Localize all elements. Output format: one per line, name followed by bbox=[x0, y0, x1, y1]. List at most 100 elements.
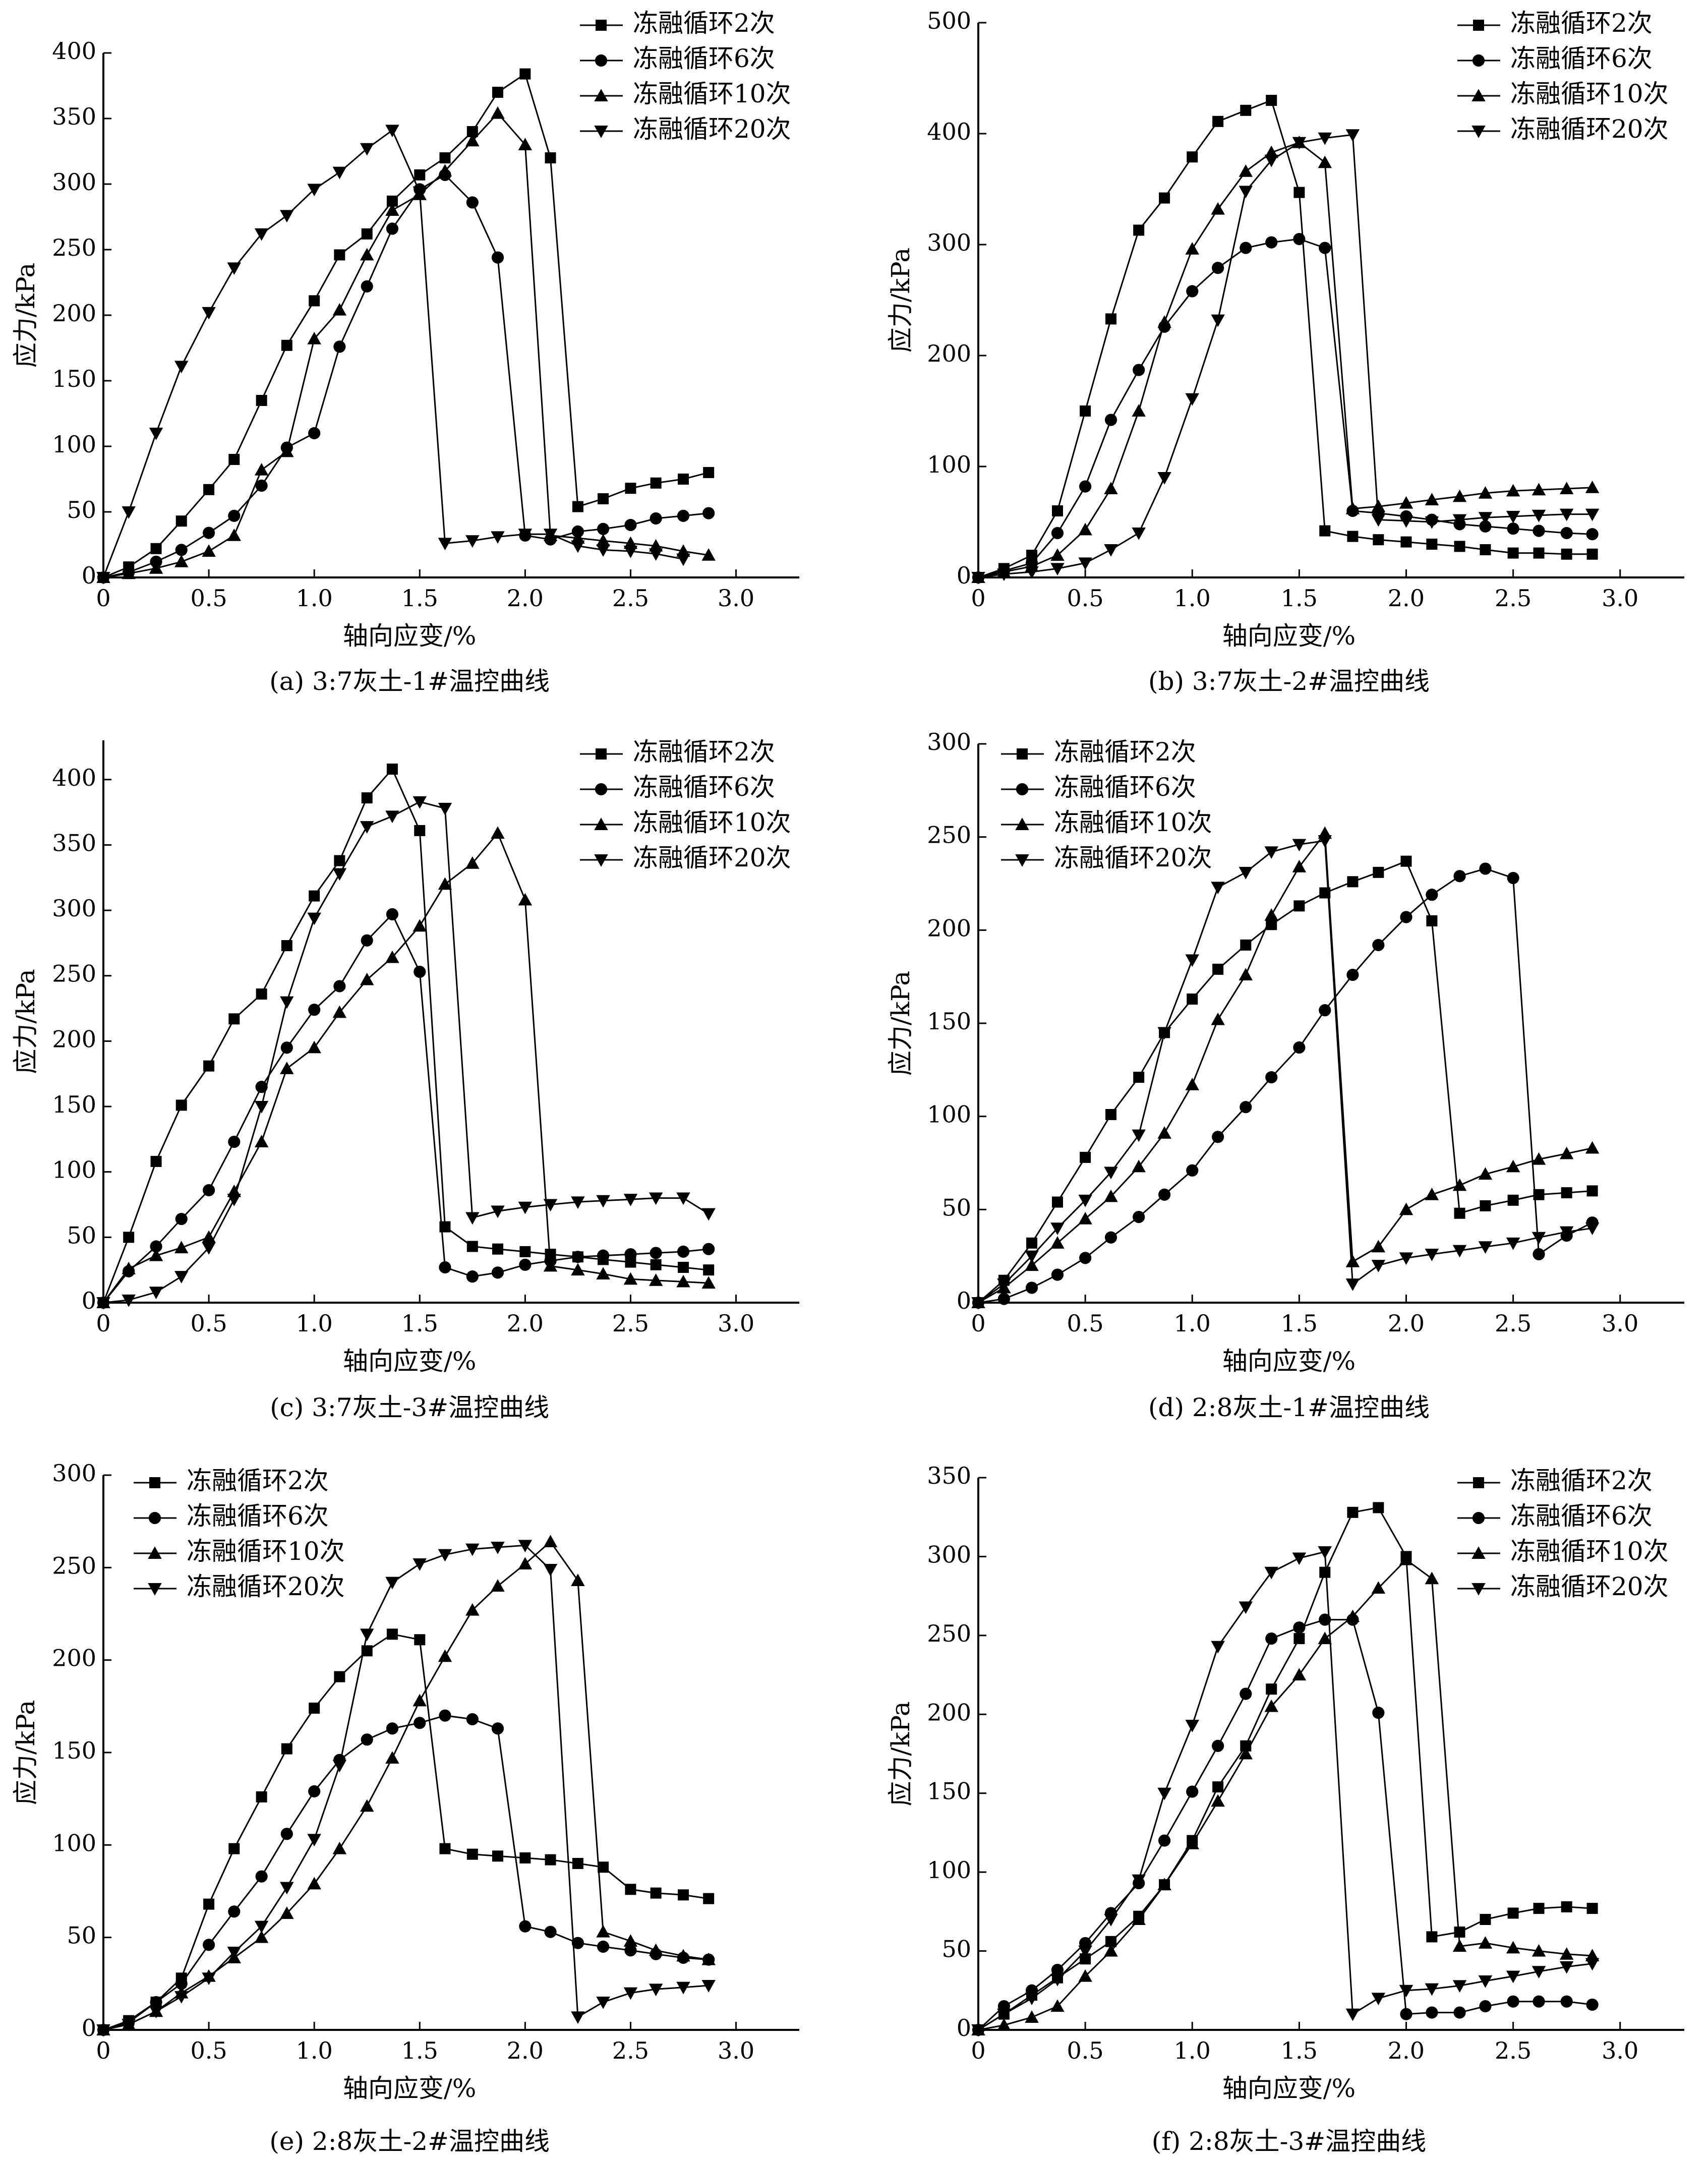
y-tick-label: 0 bbox=[957, 2014, 971, 2041]
data-point bbox=[228, 509, 241, 522]
data-point bbox=[491, 106, 505, 119]
x-tick-label: 2.0 bbox=[507, 585, 544, 612]
data-point bbox=[96, 1297, 110, 1310]
data-point bbox=[1212, 115, 1224, 127]
data-point bbox=[1185, 1078, 1199, 1090]
data-point bbox=[1240, 1687, 1252, 1700]
data-point bbox=[150, 1996, 162, 2009]
data-point bbox=[149, 428, 163, 440]
data-point bbox=[1425, 1188, 1439, 1200]
data-point bbox=[1078, 557, 1092, 570]
data-point bbox=[466, 1270, 479, 1283]
data-point bbox=[1373, 866, 1384, 878]
data-point bbox=[1400, 855, 1412, 867]
data-point bbox=[1586, 1998, 1599, 2011]
data-point bbox=[1478, 512, 1493, 524]
data-point bbox=[414, 1634, 426, 1646]
legend-marker bbox=[149, 1477, 160, 1488]
data-point bbox=[1507, 1907, 1519, 1919]
data-point bbox=[202, 1972, 216, 1986]
series-4 bbox=[96, 125, 690, 585]
data-point bbox=[1133, 1072, 1145, 1083]
data-point bbox=[256, 395, 267, 406]
data-point bbox=[254, 1930, 269, 1943]
data-point bbox=[1079, 1252, 1092, 1264]
data-point bbox=[1506, 511, 1520, 523]
data-point bbox=[1078, 1212, 1092, 1224]
data-point bbox=[228, 1843, 240, 1854]
data-point bbox=[625, 483, 636, 494]
data-point bbox=[439, 1843, 451, 1854]
y-tick-label: 50 bbox=[67, 1922, 96, 1949]
data-point bbox=[332, 1841, 347, 1854]
data-point bbox=[543, 1259, 558, 1272]
y-tick-label: 50 bbox=[941, 1194, 971, 1221]
data-point bbox=[1185, 1837, 1199, 1849]
y-tick-label: 150 bbox=[927, 1008, 971, 1035]
series-line bbox=[103, 112, 709, 578]
data-point bbox=[414, 825, 426, 836]
data-point bbox=[1050, 1236, 1065, 1249]
data-point bbox=[307, 912, 321, 925]
data-point bbox=[1211, 1641, 1225, 1654]
y-tick-label: 250 bbox=[927, 1620, 971, 1647]
series-line bbox=[978, 1551, 1593, 2031]
data-point bbox=[361, 792, 373, 804]
data-point bbox=[360, 972, 374, 985]
legend-marker bbox=[1472, 54, 1485, 67]
data-point bbox=[649, 1192, 663, 1205]
data-point bbox=[519, 68, 531, 80]
data-point bbox=[1506, 1941, 1520, 1954]
legend-marker bbox=[594, 854, 608, 867]
data-point bbox=[1157, 315, 1171, 328]
legend-marker bbox=[1471, 89, 1486, 101]
data-point bbox=[650, 1247, 662, 1259]
y-tick-label: 350 bbox=[52, 829, 96, 856]
data-point bbox=[1478, 1936, 1493, 1949]
y-tick-label: 100 bbox=[52, 1156, 96, 1184]
y-tick-label: 100 bbox=[927, 451, 971, 478]
data-point bbox=[1452, 1178, 1467, 1191]
data-point bbox=[1264, 846, 1278, 859]
data-point bbox=[228, 1905, 241, 1918]
data-point bbox=[1319, 1613, 1331, 1626]
y-tick-label: 100 bbox=[52, 431, 96, 458]
data-point bbox=[386, 764, 398, 775]
data-point bbox=[227, 529, 242, 541]
x-tick-label: 0.5 bbox=[191, 585, 227, 612]
data-point bbox=[149, 561, 163, 574]
data-point bbox=[413, 796, 427, 809]
legend-label: 冻融循环6次 bbox=[1510, 1501, 1653, 1531]
data-point bbox=[385, 810, 399, 824]
data-point bbox=[1132, 404, 1146, 417]
data-point bbox=[1453, 870, 1466, 883]
data-point bbox=[122, 1294, 136, 1307]
series-line bbox=[978, 831, 1593, 1304]
series-line bbox=[103, 1633, 709, 2031]
data-point bbox=[1051, 1196, 1063, 1208]
y-tick-label: 200 bbox=[927, 1699, 971, 1726]
y-tick-label: 250 bbox=[52, 1552, 96, 1579]
data-point bbox=[386, 222, 399, 235]
data-point bbox=[1185, 954, 1199, 967]
data-point bbox=[96, 2024, 110, 2037]
data-point bbox=[1507, 522, 1519, 535]
y-axis-title: 应力/kPa bbox=[886, 248, 915, 353]
data-point bbox=[1479, 520, 1492, 533]
y-tick-label: 100 bbox=[927, 1856, 971, 1884]
data-point bbox=[703, 467, 715, 478]
data-point bbox=[676, 1981, 690, 1995]
data-point bbox=[650, 512, 662, 525]
data-point bbox=[414, 169, 426, 181]
data-point bbox=[1050, 1999, 1065, 2012]
data-point bbox=[1533, 1903, 1545, 1914]
legend-marker bbox=[1017, 748, 1028, 760]
y-tick-label: 0 bbox=[82, 2014, 96, 2041]
data-point bbox=[308, 427, 321, 440]
data-point bbox=[491, 251, 504, 264]
x-tick-label: 1.5 bbox=[1281, 585, 1318, 612]
data-point bbox=[492, 1243, 503, 1255]
series-1 bbox=[98, 764, 715, 1308]
data-point bbox=[1211, 882, 1225, 895]
data-point bbox=[466, 126, 478, 137]
